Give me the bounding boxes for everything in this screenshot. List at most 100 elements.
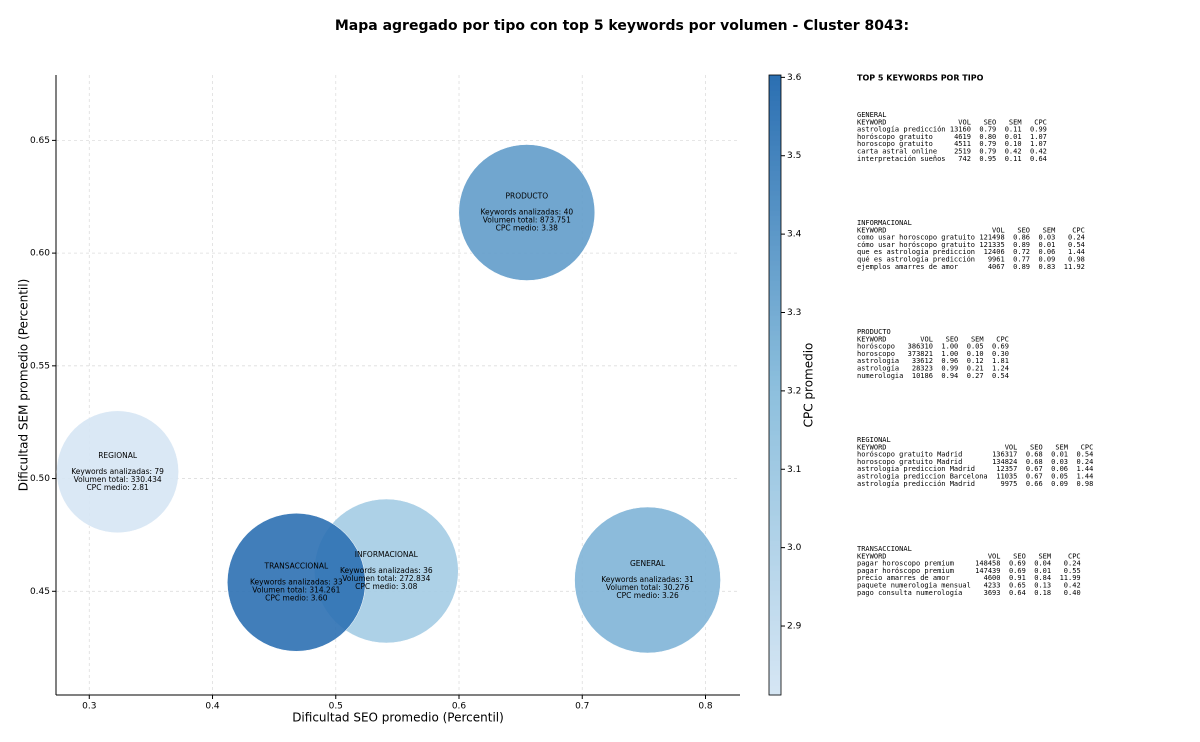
- colorbar-step: [769, 370, 781, 376]
- colorbar-step: [769, 130, 781, 136]
- table-cell: 0.05: [967, 343, 984, 351]
- table-cell: 4619: [954, 133, 971, 141]
- table-cell: 0.64: [1009, 589, 1026, 597]
- colorbar-step: [769, 195, 781, 201]
- bubble-annotation: Volumen total: 30.276: [606, 583, 690, 592]
- colorbar-step: [769, 655, 781, 661]
- table-header: KEYWORD: [857, 552, 887, 560]
- tables-title: TOP 5 KEYWORDS POR TIPO: [857, 74, 984, 83]
- table-header: SEO: [1030, 443, 1043, 451]
- table-cell: 373821: [908, 350, 933, 358]
- colorbar-step: [769, 85, 781, 91]
- table-cell: astrologia: [857, 357, 899, 365]
- colorbar-step: [769, 235, 781, 241]
- bubble-annotation: Keywords analizadas: 33: [250, 577, 343, 586]
- table-cell: numerologia: [857, 372, 903, 380]
- colorbar-step: [769, 485, 781, 491]
- x-tick-label: 0.8: [698, 702, 713, 712]
- table-header: SEO: [1013, 552, 1026, 560]
- colorbar-step: [769, 155, 781, 161]
- y-tick-label: 0.45: [30, 587, 50, 597]
- x-axis-label: Dificultad SEO promedio (Percentil): [292, 711, 504, 725]
- colorbar-step: [769, 140, 781, 146]
- table-header: CPC: [1072, 226, 1085, 234]
- colorbar-step: [769, 675, 781, 681]
- table-cell: precio amarres de amor: [857, 574, 950, 582]
- colorbar-step: [769, 375, 781, 381]
- table-cell: 0.03: [1038, 234, 1055, 242]
- colorbar-step: [769, 620, 781, 626]
- table-header: CPC: [996, 335, 1009, 343]
- table-header: VOL: [1005, 443, 1018, 451]
- table-cell: 0.11: [1005, 155, 1022, 163]
- colorbar-step: [769, 240, 781, 246]
- colorbar-step: [769, 575, 781, 581]
- table-cell: 0.86: [1013, 234, 1030, 242]
- colorbar-step: [769, 570, 781, 576]
- table-header: SEO: [946, 335, 959, 343]
- table-cell: 9961: [988, 256, 1005, 264]
- bubble: [227, 513, 366, 652]
- x-tick-label: 0.5: [329, 702, 343, 712]
- colorbar-step: [769, 510, 781, 516]
- bubble: [458, 144, 596, 281]
- colorbar-step: [769, 230, 781, 236]
- table-cell: 11035: [996, 473, 1017, 481]
- table-cell: 0.99: [941, 365, 958, 373]
- colorbar-step: [769, 580, 781, 586]
- bubble-annotation: Volumen total: 330.434: [74, 475, 162, 484]
- colorbar-step: [769, 175, 781, 181]
- colorbar-step: [769, 425, 781, 431]
- colorbar-step: [769, 555, 781, 561]
- table-cell: 0.01: [1034, 567, 1051, 575]
- colorbar-step: [769, 315, 781, 321]
- y-axis-label: Dificultad SEM promedio (Percentil): [17, 279, 31, 492]
- colorbar-step: [769, 595, 781, 601]
- table-cell: horoscopo gratuito: [857, 140, 933, 148]
- table-cell: 0.09: [1038, 256, 1055, 264]
- table-cell: 386310: [908, 343, 933, 351]
- table-header: CPC: [1034, 118, 1047, 126]
- table-cell: 0.06: [1051, 465, 1068, 473]
- table-cell: cómo usar horóscopo gratuito: [857, 241, 975, 249]
- table-cell: 0.89: [1013, 263, 1030, 271]
- y-tick-label: 0.65: [30, 136, 50, 146]
- table-cell: 0.94: [941, 372, 958, 380]
- colorbar-step: [769, 565, 781, 571]
- colorbar-step: [769, 480, 781, 486]
- colorbar-step: [769, 395, 781, 401]
- colorbar-step: [769, 215, 781, 221]
- colorbar-step: [769, 125, 781, 131]
- table-cell: 0.03: [1051, 458, 1068, 466]
- colorbar-step: [769, 265, 781, 271]
- colorbar-step: [769, 110, 781, 116]
- table-cell: paquete numerologia mensual: [857, 582, 971, 590]
- colorbar-step: [769, 115, 781, 121]
- table-cell: 0.27: [967, 372, 984, 380]
- colorbar-step: [769, 525, 781, 531]
- colorbar-step: [769, 300, 781, 306]
- table-cell: 0.18: [1034, 589, 1051, 597]
- table-cell: 11.92: [1064, 263, 1085, 271]
- table-cell: 0.05: [1051, 473, 1068, 481]
- bubble-label: REGIONAL: [98, 451, 138, 460]
- colorbar-step: [769, 450, 781, 456]
- colorbar-step: [769, 165, 781, 171]
- colorbar-step: [769, 185, 781, 191]
- colorbar-step: [769, 205, 781, 211]
- bubble-label: INFORMACIONAL: [355, 550, 419, 559]
- table-cell: 0.98: [1068, 256, 1085, 264]
- table-cell: 0.24: [1064, 560, 1081, 568]
- table-cell: 136317: [992, 451, 1017, 459]
- colorbar-step: [769, 400, 781, 406]
- table-cell: 0.13: [1034, 582, 1051, 590]
- table-header: SEM: [971, 335, 984, 343]
- colorbar-tick-label: 3.0: [787, 543, 802, 553]
- table-cell: 121498: [979, 234, 1004, 242]
- table-cell: 3693: [984, 589, 1001, 597]
- table-cell: horoscopo: [857, 350, 895, 358]
- table-cell: 148458: [975, 560, 1000, 568]
- table-cell: 0.80: [979, 133, 996, 141]
- chart-title: Mapa agregado por tipo con top 5 keyword…: [335, 18, 909, 34]
- table-cell: 0.69: [1009, 560, 1026, 568]
